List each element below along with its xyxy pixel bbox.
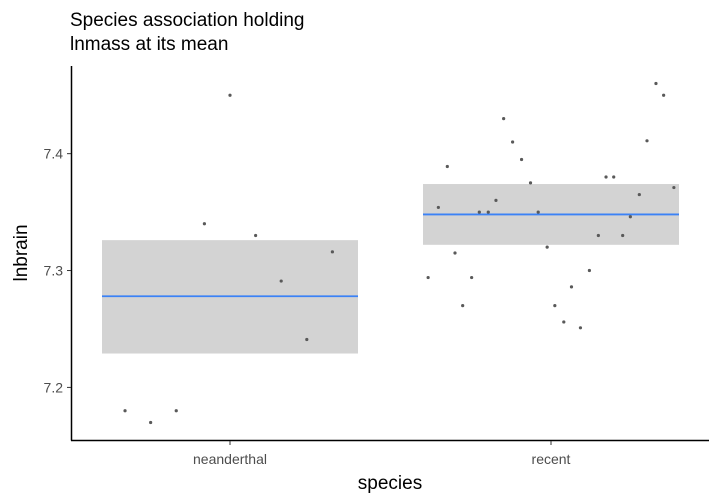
data-point <box>562 320 566 324</box>
y-tick-label: 7.2 <box>44 379 64 395</box>
data-point <box>587 268 592 273</box>
data-point <box>494 198 498 203</box>
confidence-bands <box>102 184 679 354</box>
data-point <box>621 233 625 238</box>
data-point <box>470 275 474 280</box>
data-point <box>654 81 658 86</box>
x-axis-title: species <box>358 473 422 494</box>
data-point <box>202 222 206 226</box>
data-point <box>569 285 574 289</box>
data-point <box>426 275 430 280</box>
data-point <box>123 409 127 413</box>
x-tick-label-neanderthal: neanderthal <box>193 451 267 467</box>
data-point <box>453 251 457 255</box>
data-point <box>578 326 583 330</box>
y-axis-title: lnbrain <box>11 224 32 281</box>
data-point <box>486 210 490 214</box>
data-point <box>510 140 515 144</box>
data-point <box>662 93 666 97</box>
data-point <box>502 116 506 121</box>
data-point <box>519 157 524 162</box>
data-point <box>528 181 533 185</box>
data-point <box>436 205 440 210</box>
data-point <box>279 279 283 283</box>
data-point <box>445 164 449 169</box>
data-point <box>536 210 540 214</box>
data-point <box>672 185 676 190</box>
x-tick-label-recent: recent <box>532 451 571 467</box>
x-axis-ticks: neanderthal recent <box>193 441 571 467</box>
data-point <box>228 93 232 97</box>
data-point <box>553 303 557 308</box>
chart-title-line-2: lnmass at its mean <box>70 34 228 55</box>
chart-title-line-1: Species association holding <box>70 10 305 31</box>
data-point <box>596 233 600 238</box>
data-point <box>604 175 608 179</box>
plot-area <box>102 81 679 425</box>
data-point <box>305 337 309 342</box>
y-tick-label: 7.3 <box>44 263 64 279</box>
data-point <box>628 215 632 219</box>
data-point <box>330 250 334 254</box>
data-point <box>149 420 153 425</box>
mean-lines <box>102 213 679 298</box>
y-axis-ticks: 7.2 7.3 7.4 <box>44 146 71 395</box>
data-point <box>545 245 549 249</box>
data-point <box>612 175 616 179</box>
data-point <box>254 233 258 238</box>
data-point <box>645 139 649 143</box>
data-point <box>174 409 178 413</box>
data-point <box>461 303 465 308</box>
data-point <box>477 210 481 214</box>
data-point <box>637 192 641 197</box>
y-tick-label: 7.4 <box>44 146 64 162</box>
data-points <box>123 81 676 425</box>
